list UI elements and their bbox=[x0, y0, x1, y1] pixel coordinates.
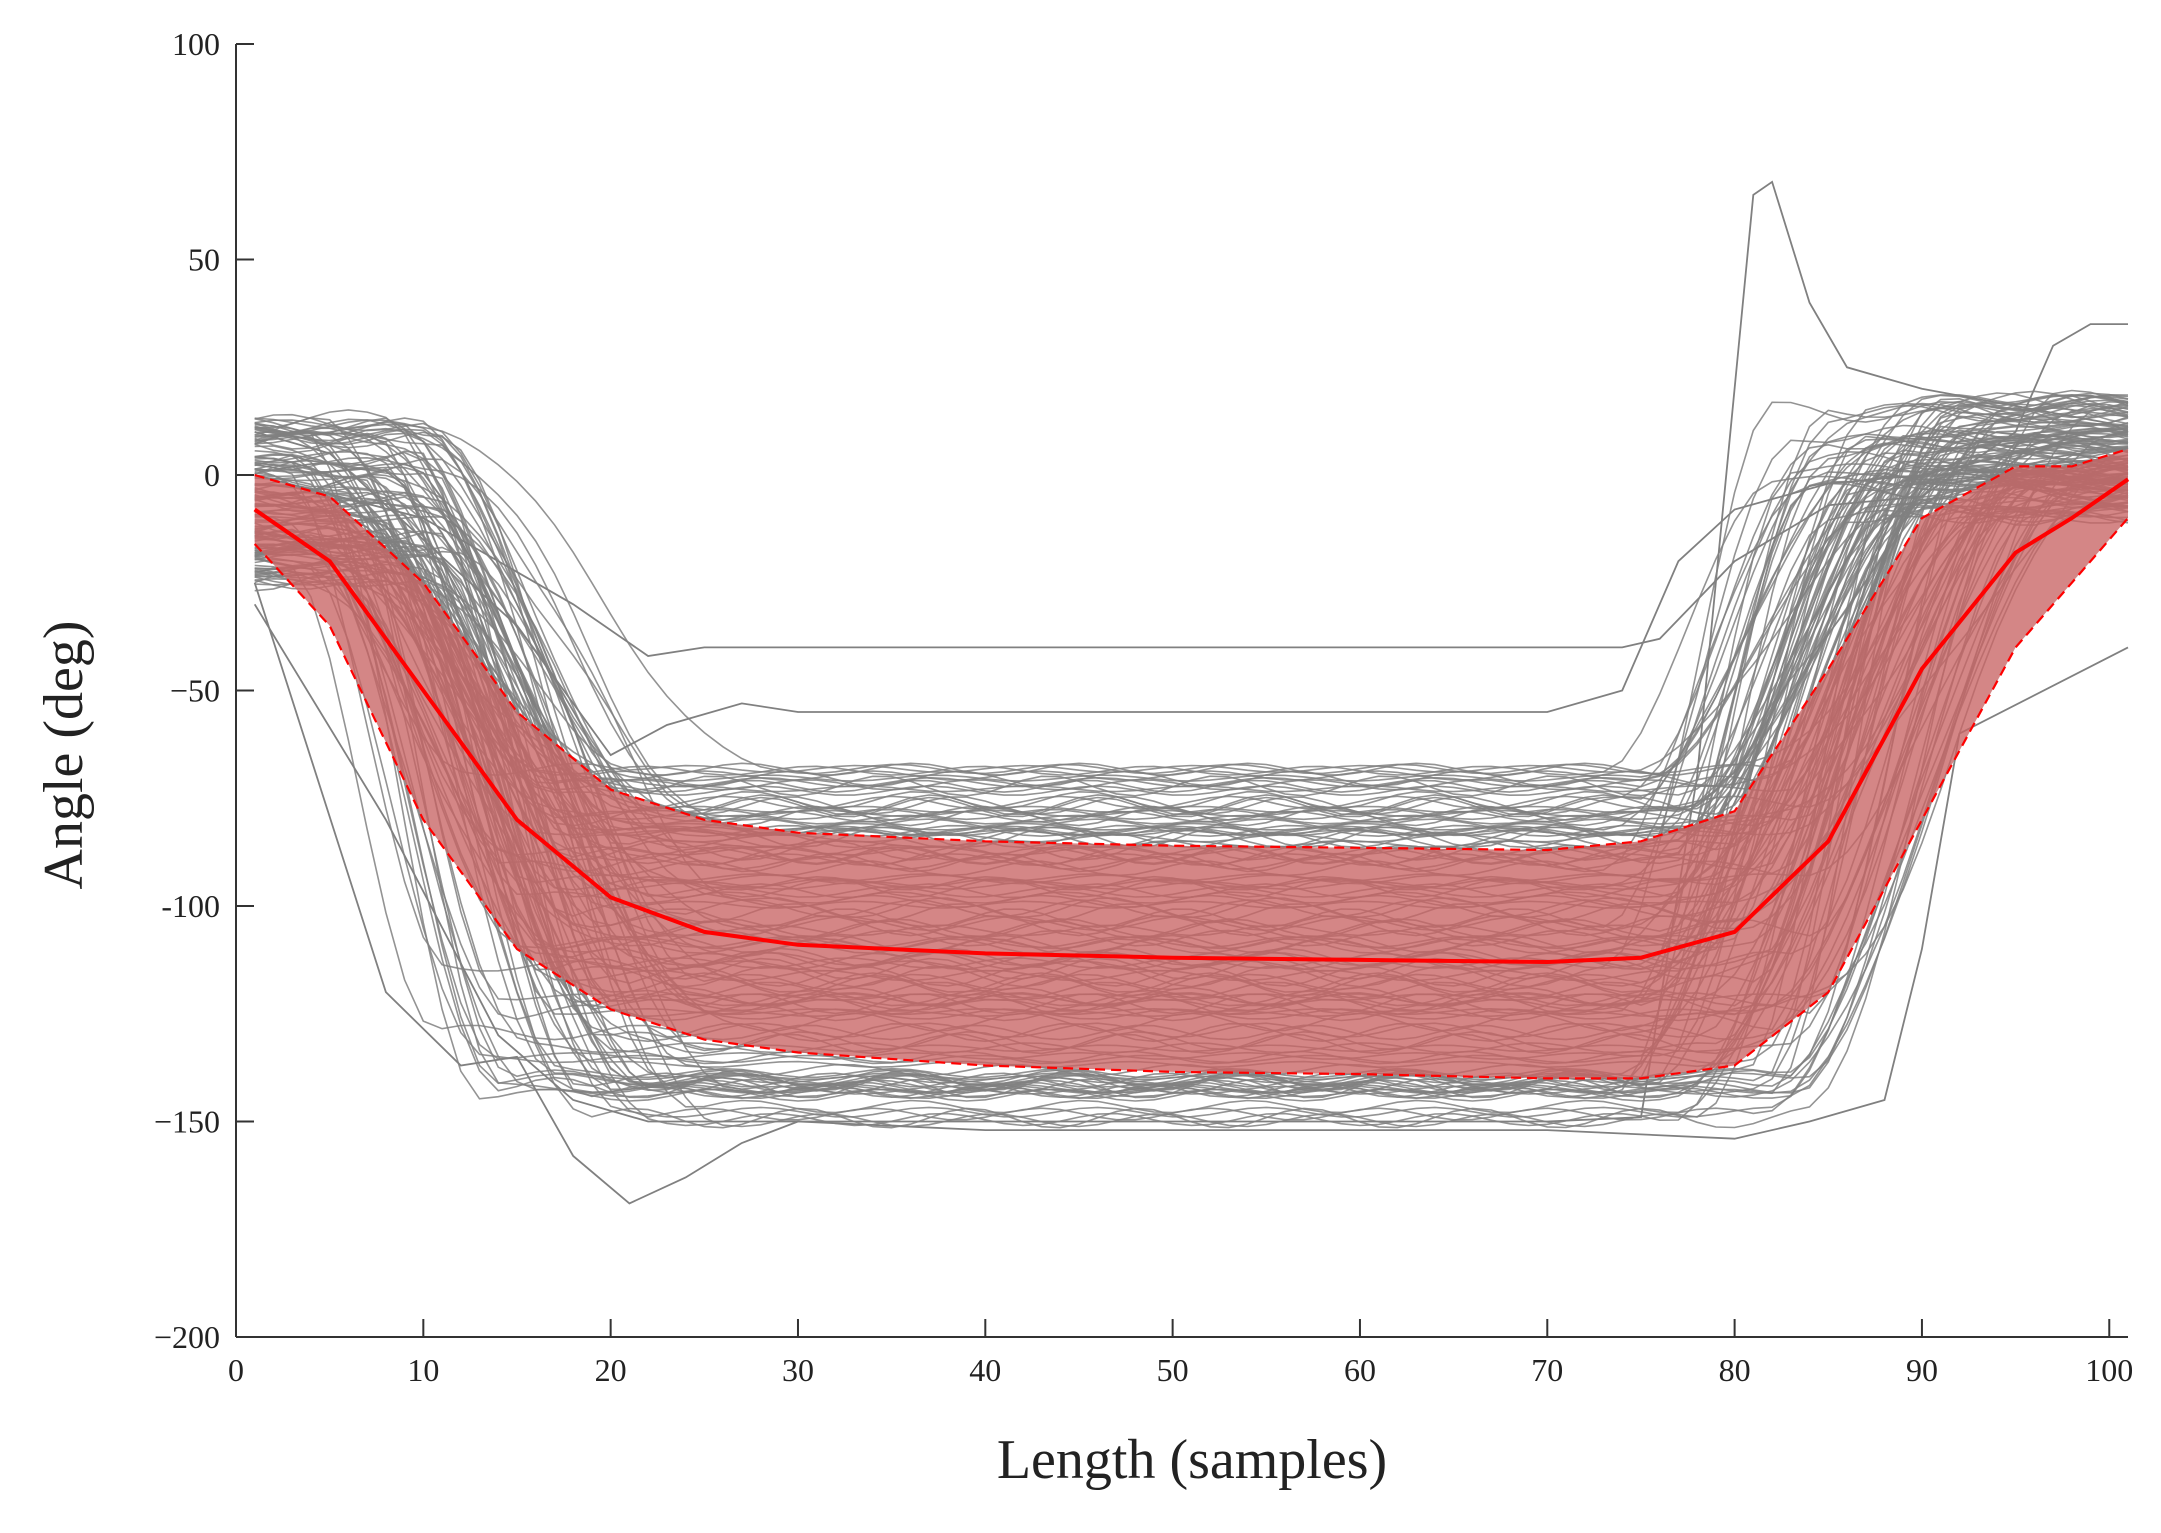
trial-line bbox=[254, 427, 2129, 849]
trial-line bbox=[254, 458, 2129, 782]
y-tick-label: 0 bbox=[204, 457, 220, 493]
y-tick-label: −150 bbox=[154, 1104, 220, 1140]
x-tick-label: 40 bbox=[969, 1352, 1001, 1388]
y-tick-label: −50 bbox=[170, 673, 220, 709]
x-tick-label: 90 bbox=[1906, 1352, 1938, 1388]
x-tick-label: 100 bbox=[2085, 1352, 2133, 1388]
y-axis-title: Angle (deg) bbox=[33, 620, 95, 889]
axes: 0 10 20 30 40 50 60 70 80 90 100 100 50 0 −50 -100 −150 −… bbox=[154, 26, 2133, 1388]
x-axis-title: Length (samples) bbox=[997, 1429, 1387, 1491]
band-upper-line bbox=[254, 448, 2129, 852]
notable-trial-line-3 bbox=[254, 431, 2129, 757]
y-tick-label: 50 bbox=[188, 242, 220, 278]
x-tick-label: 30 bbox=[782, 1352, 814, 1388]
x-tick-label: 0 bbox=[228, 1352, 244, 1388]
mean-curve-group bbox=[253, 477, 2130, 965]
std-band bbox=[253, 448, 2129, 1080]
x-tick-label: 60 bbox=[1344, 1352, 1376, 1388]
trial-line bbox=[254, 467, 2129, 1094]
x-tick-label: 70 bbox=[1531, 1352, 1563, 1388]
std-band-fill bbox=[254, 449, 2129, 1079]
x-tick-label: 20 bbox=[595, 1352, 627, 1388]
notable-trial-line-2 bbox=[254, 323, 2128, 657]
trial-line bbox=[254, 482, 2129, 1100]
x-tick-label: 10 bbox=[407, 1352, 439, 1388]
x-tick-label: 80 bbox=[1719, 1352, 1751, 1388]
y-tick-label: -100 bbox=[161, 888, 220, 924]
trial-line bbox=[254, 456, 2129, 836]
x-tick-label: 50 bbox=[1157, 1352, 1189, 1388]
mean-line bbox=[253, 477, 2130, 965]
y-tick-label: −200 bbox=[154, 1319, 220, 1355]
notable-trial-line-1 bbox=[253, 180, 2129, 1205]
notable-trial-line-4 bbox=[253, 603, 2129, 1140]
y-tick-label: 100 bbox=[172, 26, 220, 62]
